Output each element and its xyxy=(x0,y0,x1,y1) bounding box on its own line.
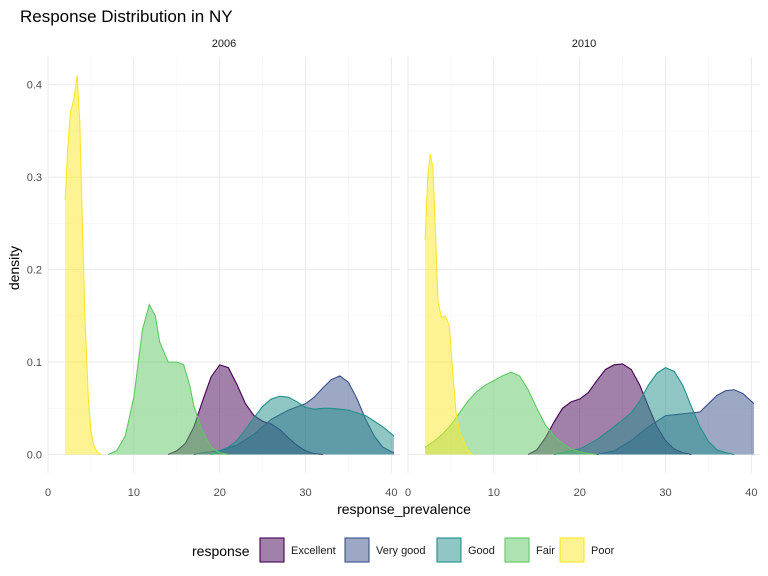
legend-key-poor xyxy=(559,537,585,563)
panel-label-2010: 2010 xyxy=(572,38,596,50)
density-line-poor-2006 xyxy=(64,75,102,455)
density-area-good-2006 xyxy=(211,396,394,455)
x-tick-label: 40 xyxy=(385,487,397,499)
density-line-fair-2006 xyxy=(107,303,229,456)
y-tick-label: 0.4 xyxy=(27,80,42,92)
x-tick-label: 10 xyxy=(128,487,140,499)
density-area-excellent-2006 xyxy=(168,364,323,455)
x-tick-label: 40 xyxy=(745,487,757,499)
legend-label-good: Good xyxy=(468,545,495,557)
x-tick-label: 0 xyxy=(45,487,51,499)
y-tick-label: 0.0 xyxy=(27,450,42,462)
legend: response Excellent Very good Good Fair Poor xyxy=(192,537,615,563)
panels: 2006 0 10 20 30 40 0.0 0.1 0.2 0.3 0.4 2010 0 10 20 30 4… xyxy=(27,38,760,499)
density-area-fair-2010 xyxy=(425,372,597,455)
panel-2010: 2010 0 10 20 30 40 xyxy=(405,38,760,499)
chart-title: Response Distribution in NY xyxy=(20,7,233,26)
density-area-fair-2006 xyxy=(108,304,229,455)
legend-key-very-good xyxy=(344,537,370,563)
legend-label-poor: Poor xyxy=(591,545,615,557)
legend-title: response xyxy=(192,543,250,559)
x-tick-label: 30 xyxy=(299,487,311,499)
panel-2006: 2006 0 10 20 30 40 0.0 0.1 0.2 0.3 0.4 xyxy=(27,38,400,499)
density-area-good-2010 xyxy=(553,367,735,455)
legend-label-excellent: Excellent xyxy=(291,545,336,557)
panel-label-2006: 2006 xyxy=(212,38,236,50)
legend-key-fair xyxy=(504,537,530,563)
grid xyxy=(47,57,400,473)
x-tick-label: 30 xyxy=(659,487,671,499)
density-area-poor-2010 xyxy=(425,154,473,455)
x-tick-label: 10 xyxy=(488,487,500,499)
legend-label-fair: Fair xyxy=(536,545,555,557)
density-line-poor-2010 xyxy=(424,153,473,455)
legend-label-very-good: Very good xyxy=(376,545,426,557)
y-tick-label: 0.3 xyxy=(27,172,42,184)
y-tick-label: 0.1 xyxy=(27,357,42,369)
x-tick-label: 20 xyxy=(574,487,586,499)
x-tick-label: 20 xyxy=(214,487,226,499)
density-line-good-2006 xyxy=(210,395,395,456)
y-tick-label: 0.2 xyxy=(27,265,42,277)
y-axis-title: density xyxy=(6,246,22,290)
legend-key-excellent xyxy=(259,537,285,563)
x-tick-label: 0 xyxy=(405,487,411,499)
legend-key-good xyxy=(436,537,462,563)
density-line-good-2010 xyxy=(553,366,735,456)
x-axis-title: response_prevalence xyxy=(337,501,471,517)
